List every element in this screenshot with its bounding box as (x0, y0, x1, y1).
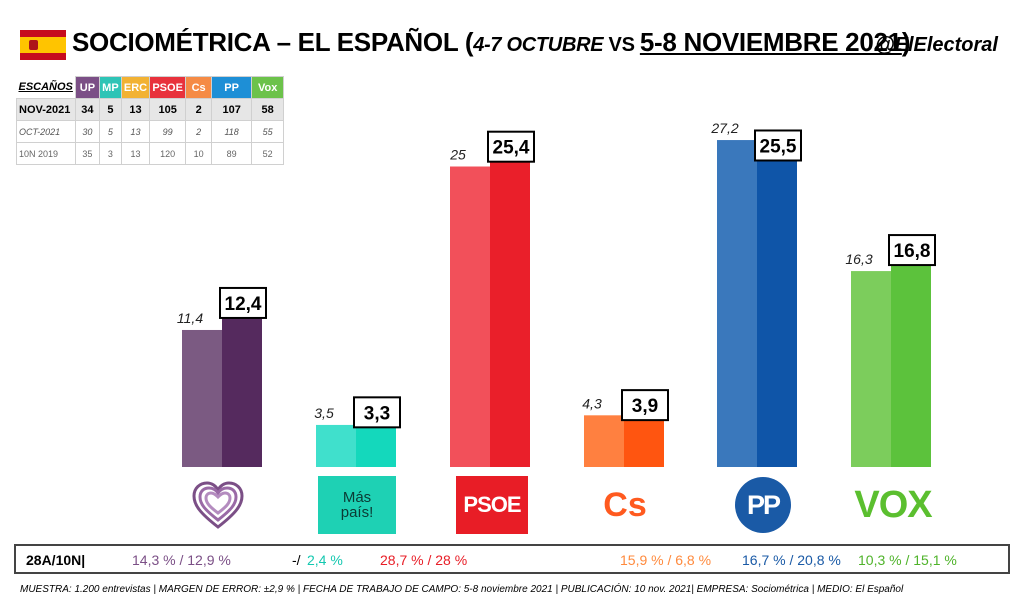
results-mp-dash: -/ (292, 552, 301, 568)
label-nov-cs: 3,9 (632, 396, 658, 417)
seats-cell: 34 (74, 98, 100, 121)
seats-cell: 52 (251, 142, 285, 165)
pp-logo-icon: PP (734, 476, 792, 534)
cs-logo-icon: Cs (603, 485, 647, 524)
bar-nov-pp (757, 160, 797, 467)
label-oct-up: 11,4 (177, 310, 203, 326)
page-title: SOCIOMÉTRICA – EL ESPAÑOL (4-7 OCTUBRE V… (72, 27, 910, 58)
bar-nov-cs (624, 420, 664, 467)
seats-col-vox: Vox (251, 76, 285, 99)
seats-col-erc: ERC (120, 76, 151, 99)
bar-chart: 11,4 12,4 3,5 3,3 25 25,4 4,3 3,9 27,2 25,5 16,3 16… (177, 120, 936, 467)
results-up: 14,3 % / 12,9 % (132, 552, 231, 568)
label-nov-psoe: 25,4 (493, 138, 530, 159)
label-box-nov-pp (754, 129, 802, 162)
mp-logo-line1: Más (342, 489, 372, 506)
bar-nov-vox (891, 265, 931, 467)
label-box-nov-cs (621, 389, 669, 422)
title-main: SOCIOMÉTRICA – EL ESPAÑOL ( (72, 27, 474, 57)
up-logo-icon (190, 476, 246, 534)
pp-logo-text: PP (735, 477, 791, 533)
header: SOCIOMÉTRICA – EL ESPAÑOL (4-7 OCTUBRE V… (0, 0, 1024, 70)
seats-row-oct: OCT-2021 30 5 13 99 2 118 55 (16, 120, 285, 143)
results-mp: 2,4 % (307, 552, 343, 568)
seats-label: ESCAÑOS (16, 76, 76, 99)
bar-oct-pp (717, 140, 757, 467)
bar-nov-mp (356, 427, 396, 467)
seats-col-up: UP (74, 76, 100, 99)
seats-col-cs: Cs (185, 76, 213, 99)
label-box-nov-up (219, 286, 267, 319)
seats-cell: 5 (98, 98, 122, 121)
spain-flag-icon (20, 30, 66, 60)
seats-row-10n: 10N 2019 35 3 13 120 10 89 52 (16, 142, 285, 165)
footer-note: MUESTRA: 1.200 entrevistas | MARGEN DE E… (20, 584, 904, 595)
label-box-nov-vox (888, 234, 936, 267)
title-old-dates: 4-7 OCTUBRE (473, 34, 604, 56)
results-cs: 15,9 % / 6,8 % (620, 552, 712, 568)
title-new-dates: 5-8 NOVIEMBRE 2021 (639, 27, 902, 57)
mas-pais-logo-icon: Más país! (318, 476, 396, 534)
bar-nov-up (222, 317, 262, 467)
seats-table: ESCAÑOS UP MP ERC PSOE Cs PP Vox NOV-202… (16, 76, 285, 165)
label-nov-up: 12,4 (225, 294, 262, 315)
label-box-nov-psoe (487, 130, 535, 163)
label-oct-mp: 3,5 (314, 405, 334, 421)
results-label: 28A/10N| (26, 552, 86, 568)
seats-cell: 13 (120, 142, 151, 165)
results-psoe: 28,7 % / 28 % (380, 552, 468, 568)
seats-cell: 107 (211, 98, 253, 121)
psoe-logo-icon: PSOE (456, 476, 528, 534)
seats-cell: 10 (185, 142, 213, 165)
label-oct-cs: 4,3 (582, 395, 602, 411)
twitter-handle: @ElElectoral (875, 34, 998, 56)
bar-oct-mp (316, 424, 356, 467)
label-nov-mp: 3,3 (364, 403, 390, 424)
bar-oct-psoe (450, 166, 490, 467)
results-pp: 16,7 % / 20,8 % (742, 552, 841, 568)
bar-oct-up (182, 329, 222, 467)
label-oct-vox: 16,3 (845, 251, 872, 267)
bar-nov-psoe (490, 161, 530, 467)
vox-logo-icon: VOX (854, 483, 932, 526)
results-vox: 10,3 % / 15,1 % (858, 552, 957, 568)
seats-cell: 2 (185, 98, 213, 121)
mp-logo-line2: país! (340, 504, 374, 521)
label-oct-pp: 27,2 (710, 120, 738, 136)
label-nov-pp: 25,5 (760, 136, 797, 157)
bar-oct-vox (851, 271, 891, 467)
label-oct-psoe: 25 (449, 147, 466, 163)
title-close: ) (901, 27, 911, 57)
previous-results-bar: 28A/10N| 14,3 % / 12,9 % -/ 2,4 % 28,7 %… (14, 544, 1010, 574)
seats-cell: 58 (251, 98, 285, 121)
bar-oct-cs (584, 415, 624, 467)
label-box-nov-mp (353, 396, 401, 429)
title-vs: VS (603, 34, 640, 56)
label-nov-vox: 16,8 (894, 241, 931, 262)
seats-col-psoe: PSOE (149, 76, 187, 99)
